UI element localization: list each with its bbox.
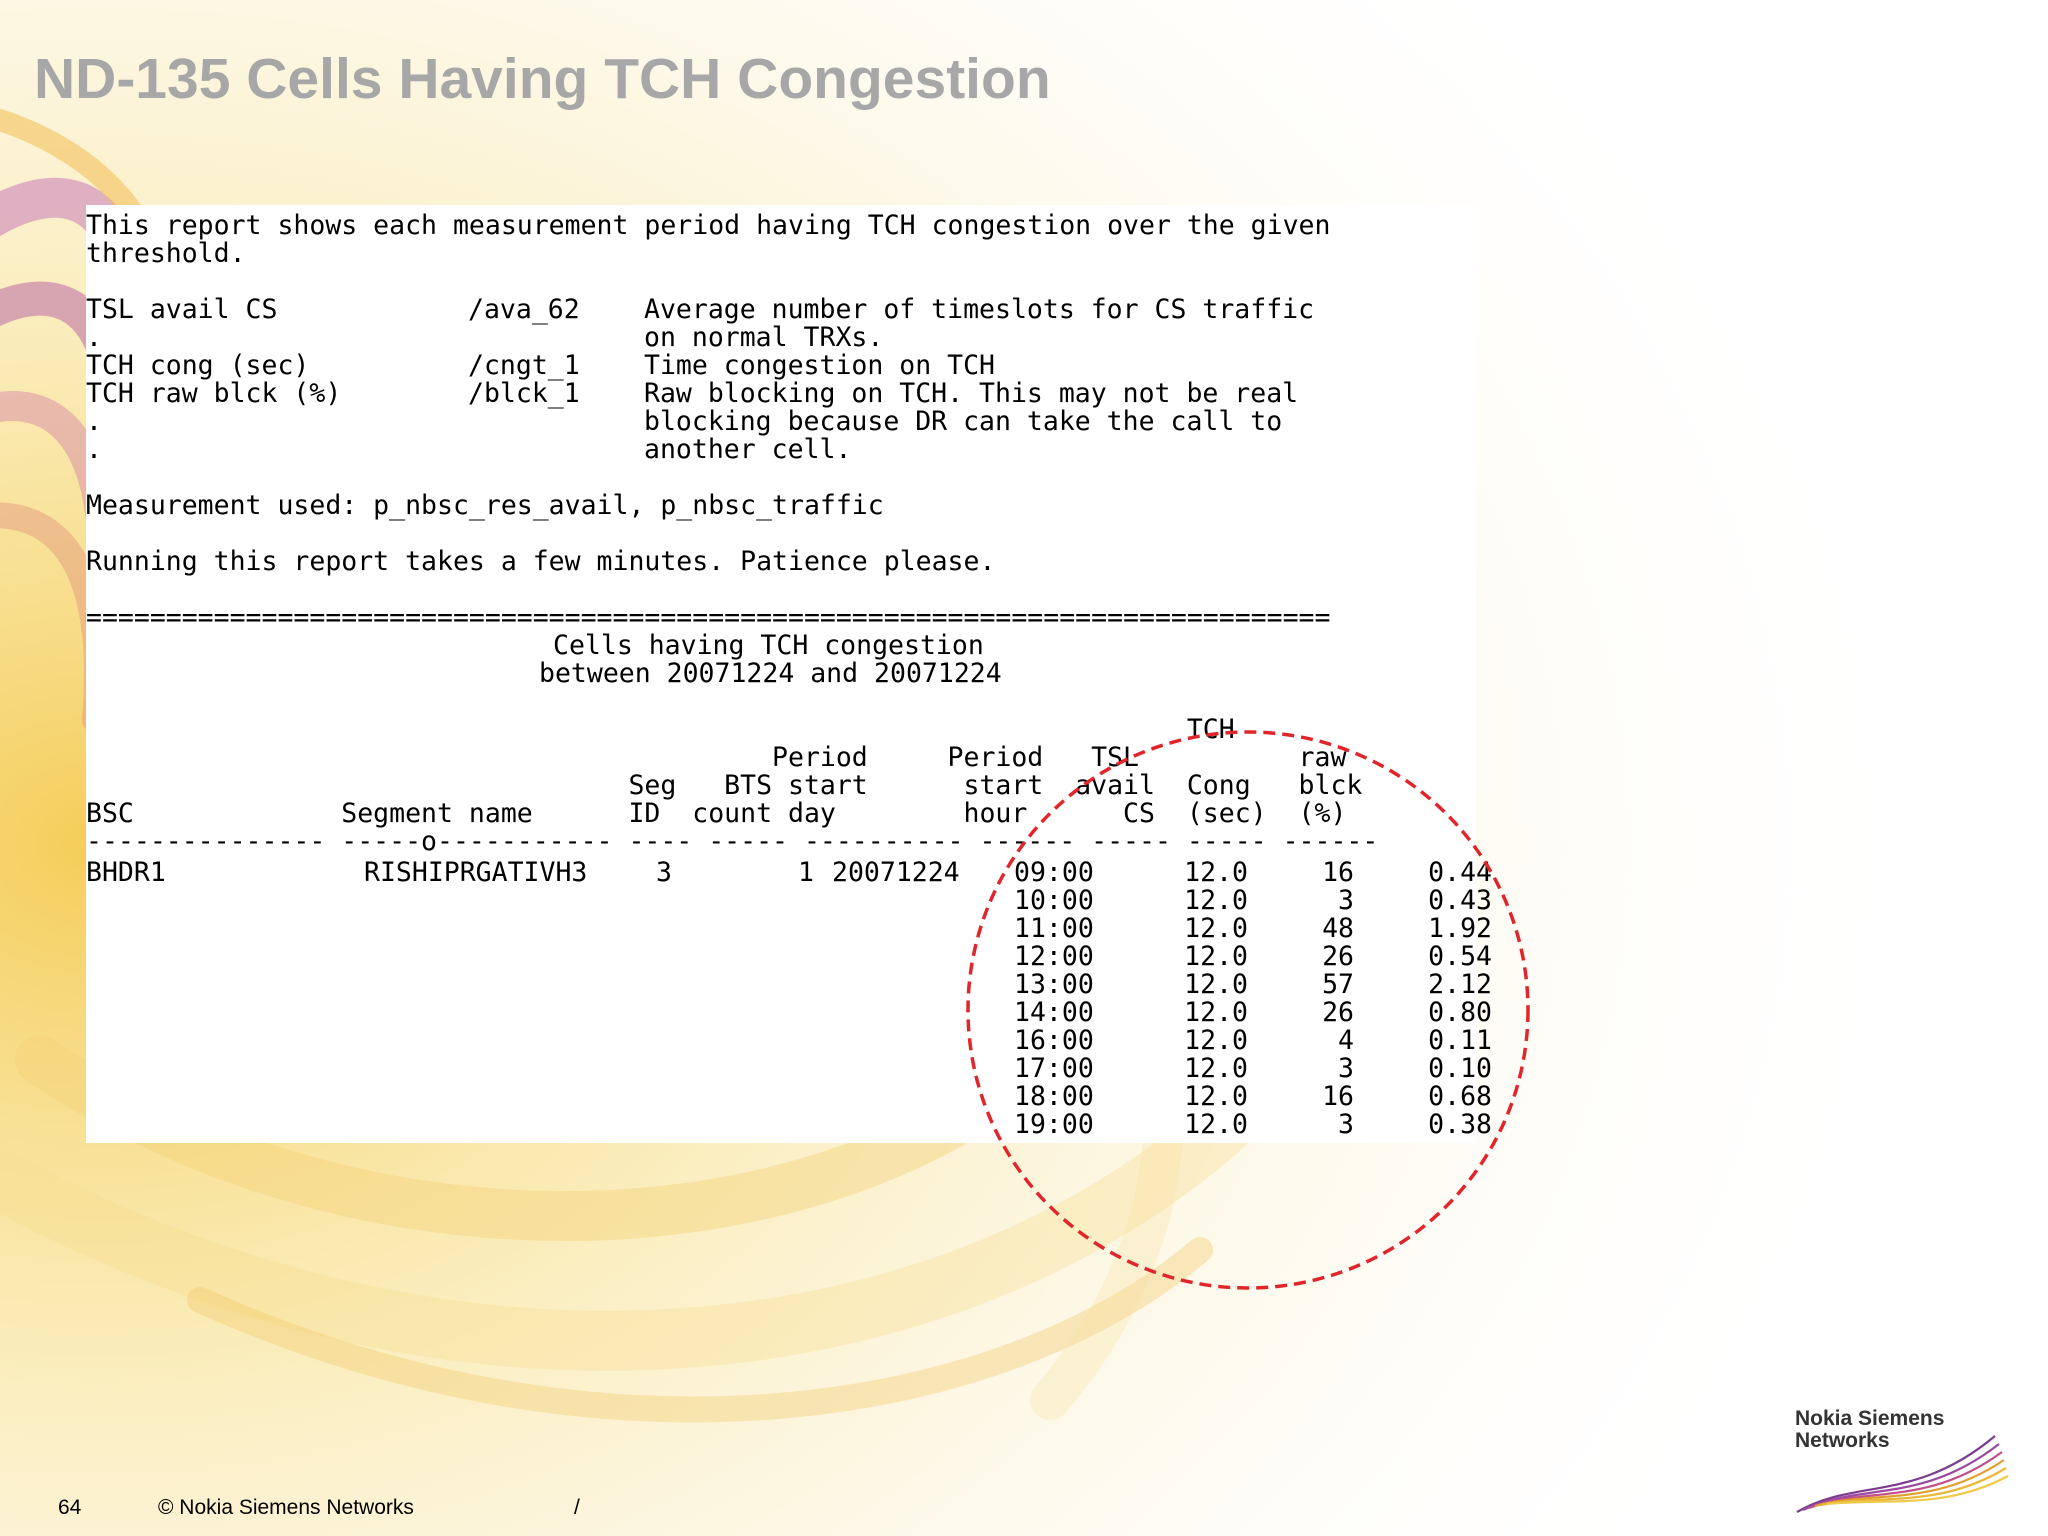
table-row: 11:00 12.0 48 1.92: [1014, 915, 1492, 943]
report-title: Cells having TCH congestion: [553, 630, 984, 661]
cell-tsl: 12.0: [1184, 1053, 1248, 1084]
definition-code: /blck_1: [468, 378, 580, 409]
table-row: 14:00 12.0 26 0.80: [1014, 999, 1492, 1027]
cell-blck: 1.92: [1428, 913, 1492, 944]
cell-tsl: 12.0: [1184, 1081, 1248, 1112]
cell-tsl: 12.0: [1184, 1025, 1248, 1056]
logo-line-2: Networks: [1795, 1429, 1890, 1452]
table-row: 18:00 12.0 16 0.68: [1014, 1083, 1492, 1111]
table-row: 17:00 12.0 3 0.10: [1014, 1055, 1492, 1083]
copyright: © Nokia Siemens Networks: [158, 1496, 414, 1519]
nokia-siemens-logo: Nokia Siemens Networks: [1795, 1408, 2015, 1518]
definition-desc: Time congestion on TCH: [644, 350, 995, 381]
intro-line-1: This report shows each measurement perio…: [86, 210, 1331, 241]
table-row: 19:00 12.0 3 0.38: [1014, 1111, 1492, 1139]
cell-tsl: 12.0: [1184, 1109, 1248, 1140]
definition-desc: on normal TRXs.: [644, 322, 884, 353]
definition-desc: another cell.: [644, 434, 852, 465]
cell-blck: 0.68: [1428, 1081, 1492, 1112]
hourly-rows: 09:00 12.0 16 0.44 10:00 12.0 3 0.43 11:00 12.0 48…: [1014, 859, 1492, 1139]
cell-hour: 09:00: [1014, 857, 1094, 888]
definition-desc: blocking because DR can take the call to: [644, 406, 1283, 437]
cell-hour: 19:00: [1014, 1109, 1094, 1140]
header-line: TCH: [86, 714, 1235, 745]
table-row: 12:00 12.0 26 0.54: [1014, 943, 1492, 971]
logo-line-1: Nokia Siemens: [1795, 1407, 1945, 1430]
intro-line-2: threshold.: [86, 238, 246, 269]
table-row: 09:00 12.0 16 0.44: [1014, 859, 1492, 887]
footer-slash: /: [574, 1496, 580, 1519]
cell-cong: 48: [1322, 913, 1354, 944]
slide-title: ND-135 Cells Having TCH Congestion: [34, 47, 1051, 111]
cell-bsc: BHDR1: [86, 857, 166, 888]
cell-blck: 0.43: [1428, 885, 1492, 916]
separator-line: ========================================…: [86, 602, 1331, 633]
cell-cong: 26: [1322, 941, 1354, 972]
measurement-line: Measurement used: p_nbsc_res_avail, p_nb…: [86, 490, 884, 521]
logo-text: Nokia Siemens Networks: [1795, 1408, 1944, 1452]
cell-blck: 0.38: [1428, 1109, 1492, 1140]
report-period: between 20071224 and 20071224: [539, 658, 1002, 689]
cell-hour: 13:00: [1014, 969, 1094, 1000]
cell-cong: 26: [1322, 997, 1354, 1028]
cell-blck: 0.54: [1428, 941, 1492, 972]
definition-label: TCH cong (sec): [86, 350, 310, 381]
cell-cong: 4: [1338, 1025, 1354, 1056]
definition-label: TSL avail CS: [86, 294, 278, 325]
header-line: BSC Segment name ID count day hour CS (s…: [86, 798, 1347, 829]
header-line: Seg BTS start start avail Cong blck: [86, 770, 1363, 801]
cell-tsl: 12.0: [1184, 857, 1248, 888]
cell-blck: 0.11: [1428, 1025, 1492, 1056]
cell-hour: 14:00: [1014, 997, 1094, 1028]
cell-cong: 57: [1322, 969, 1354, 1000]
cell-hour: 12:00: [1014, 941, 1094, 972]
cell-hour: 17:00: [1014, 1053, 1094, 1084]
definition-desc: Average number of timeslots for CS traff…: [644, 294, 1315, 325]
definition-code: /ava_62: [468, 294, 580, 325]
cell-tsl: 12.0: [1184, 941, 1248, 972]
cell-blck: 0.44: [1428, 857, 1492, 888]
cell-cong: 16: [1322, 1081, 1354, 1112]
cell-tsl: 12.0: [1184, 969, 1248, 1000]
cell-tsl: 12.0: [1184, 997, 1248, 1028]
header-line: --------------- -----o----------- ---- -…: [86, 826, 1379, 857]
cell-bts-count: 1: [798, 857, 814, 888]
definition-label: TCH raw blck (%): [86, 378, 342, 409]
cell-hour: 16:00: [1014, 1025, 1094, 1056]
cell-tsl: 12.0: [1184, 913, 1248, 944]
definition-code: /cngt_1: [468, 350, 580, 381]
definition-label: .: [86, 434, 102, 465]
cell-tsl: 12.0: [1184, 885, 1248, 916]
cell-hour: 18:00: [1014, 1081, 1094, 1112]
cell-start-day: 20071224: [832, 857, 960, 888]
table-row: 10:00 12.0 3 0.43: [1014, 887, 1492, 915]
cell-hour: 11:00: [1014, 913, 1094, 944]
cell-cong: 3: [1338, 1109, 1354, 1140]
logo-wave-icon: [1796, 1435, 2009, 1513]
cell-segment-name: RISHIPRGATIVH3: [364, 857, 588, 888]
page-number: 64: [58, 1496, 82, 1519]
cell-cong: 3: [1338, 885, 1354, 916]
cell-cong: 3: [1338, 1053, 1354, 1084]
header-line: Period Period TSL raw: [86, 742, 1347, 773]
cell-cong: 16: [1322, 857, 1354, 888]
table-row: 13:00 12.0 57 2.12: [1014, 971, 1492, 999]
cell-blck: 0.80: [1428, 997, 1492, 1028]
definition-label: .: [86, 406, 102, 437]
definition-label: .: [86, 322, 102, 353]
table-row: 16:00 12.0 4 0.11: [1014, 1027, 1492, 1055]
cell-seg-id: 3: [656, 857, 672, 888]
running-line: Running this report takes a few minutes.…: [86, 546, 996, 577]
definition-desc: Raw blocking on TCH. This may not be rea…: [644, 378, 1299, 409]
cell-blck: 0.10: [1428, 1053, 1492, 1084]
cell-hour: 10:00: [1014, 885, 1094, 916]
cell-blck: 2.12: [1428, 969, 1492, 1000]
